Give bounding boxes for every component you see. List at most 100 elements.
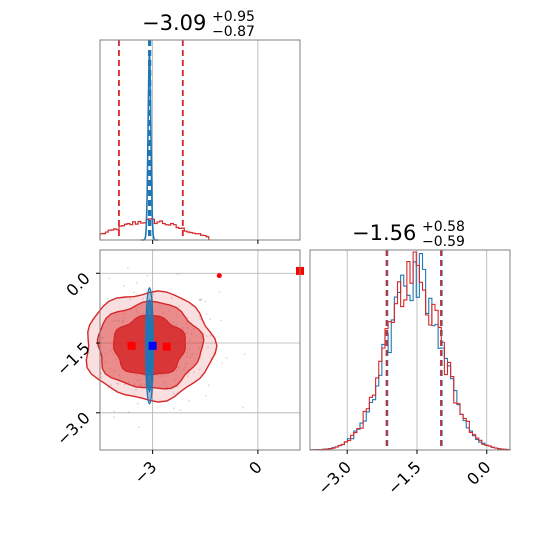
p2d-sample-point — [113, 370, 116, 373]
p2d-sample-point — [108, 277, 111, 280]
p2d-sample-point — [187, 372, 190, 375]
p2d-sample-point — [185, 355, 188, 358]
p2d-sample-point — [142, 297, 144, 300]
p2d-sample-point — [124, 316, 126, 318]
p2d-sample-point — [207, 384, 210, 387]
p2d-sample-point — [113, 410, 116, 413]
p2d-sample-point — [126, 267, 129, 270]
p2d-sample-point — [178, 305, 180, 308]
p2d-sample-point — [200, 298, 203, 301]
title-p2-minus: −0.59 — [422, 234, 465, 250]
title-p2-plus: +0.58 — [422, 219, 465, 235]
p2d-sample-point — [135, 282, 138, 284]
p2d-sample-point — [107, 386, 109, 389]
p2d-sample-point — [198, 347, 201, 350]
p2d-sample-point — [107, 297, 110, 300]
title-p1: −3.09 +0.95 −0.87 — [142, 9, 255, 40]
p2d-sample-point — [100, 372, 102, 375]
p2d-sample-point — [199, 299, 201, 302]
p2d-sample-point — [186, 317, 189, 319]
p2d-sample-point — [170, 297, 173, 300]
p2d-sample-point — [179, 409, 182, 412]
p2d-sample-point — [115, 358, 118, 360]
p2d-sample-point — [144, 383, 146, 386]
title-p2-median: −1.56 — [352, 221, 416, 245]
p2d-sample-point — [198, 298, 201, 301]
p2d-sample-point — [190, 333, 193, 335]
p2d-sample-point — [186, 375, 189, 378]
p2d-sample-point — [243, 353, 246, 356]
p2d-sample-point — [152, 293, 155, 296]
title-p1-median: −3.09 — [142, 11, 206, 35]
p2d-sample-point — [193, 327, 195, 330]
p2d-sample-point — [123, 383, 126, 386]
p2d-sample-point — [204, 300, 207, 303]
p2d-sample-point — [175, 315, 178, 318]
p2d-sample-point — [186, 332, 189, 334]
p2d-sample-point — [184, 366, 187, 368]
p2d-sample-point — [112, 353, 115, 356]
p2d-sample-point — [193, 371, 196, 374]
p2d-sample-point — [139, 378, 142, 381]
p2d-sample-point — [179, 272, 182, 275]
p2d-sample-point — [117, 382, 119, 385]
p2d-red-square-marker-1 — [162, 342, 171, 351]
p1-hist-red — [99, 218, 210, 240]
p2d-ytick-label-0: −3.0 — [53, 408, 94, 449]
p2-xtick-label-1: −1.5 — [384, 457, 425, 498]
p2d-red-square-marker-0 — [127, 341, 136, 350]
p2d-sample-point — [136, 374, 138, 376]
p2d-sample-point — [207, 346, 209, 349]
p2d-sample-point — [135, 388, 137, 391]
title-p1-minus: −0.87 — [212, 24, 255, 40]
p2d-sample-point — [204, 394, 207, 397]
p2d-ytick-label-2: 0.0 — [62, 269, 93, 300]
p2d-sample-point — [176, 385, 179, 388]
p2d-sample-point — [178, 366, 180, 369]
p2d-sample-point — [114, 319, 116, 322]
p2d-sample-point — [116, 382, 119, 385]
p2d-sample-point — [186, 326, 189, 329]
p2d-sample-point — [221, 362, 224, 365]
p2d-sample-point — [105, 361, 108, 363]
p2d-sample-point — [209, 334, 212, 337]
p2d-sample-point — [116, 320, 119, 322]
title-p1-plus: +0.95 — [212, 9, 255, 25]
p2d-sample-point — [168, 310, 171, 312]
p2d-sample-point — [186, 352, 189, 355]
p2d-sample-point — [146, 274, 149, 277]
p2d-sample-point — [118, 374, 121, 377]
p2d-sample-point — [141, 312, 144, 315]
panel-2d-density — [85, 249, 304, 451]
p2d-sample-point — [191, 353, 194, 356]
p2d-sample-point — [172, 321, 175, 324]
p2d-sample-point — [173, 392, 175, 395]
p2d-sample-point — [200, 299, 203, 301]
p2d-sample-point — [128, 381, 131, 384]
p2d-red-dot-marker — [216, 273, 222, 279]
p2d-sample-point — [187, 400, 190, 402]
p2d-sample-point — [188, 347, 191, 350]
p2d-sample-point — [172, 407, 175, 410]
p2d-sample-point — [173, 378, 176, 381]
p2d-sample-point — [162, 381, 165, 384]
p2d-sample-point — [165, 386, 168, 389]
p2d-sample-point — [182, 327, 185, 329]
panel-p1-histogram — [99, 39, 301, 241]
p2d-sample-point — [198, 315, 201, 318]
p2d-sample-point — [113, 416, 115, 419]
p2d-sample-point — [122, 321, 124, 323]
p2d-sample-point — [137, 426, 140, 429]
p2d-sample-point — [175, 323, 178, 326]
p2d-sample-point — [209, 318, 212, 321]
p2d-sample-point — [127, 411, 130, 413]
p2-hist-red — [309, 251, 511, 451]
p2d-sample-point — [129, 298, 132, 301]
p2d-sample-point — [136, 402, 139, 405]
p2d-sample-point — [185, 362, 188, 365]
panel-2d-frame — [99, 249, 301, 451]
p2d-sample-point — [205, 313, 208, 316]
title-p2: −1.56 +0.58 −0.59 — [352, 219, 465, 250]
p2d-sample-point — [136, 312, 139, 314]
